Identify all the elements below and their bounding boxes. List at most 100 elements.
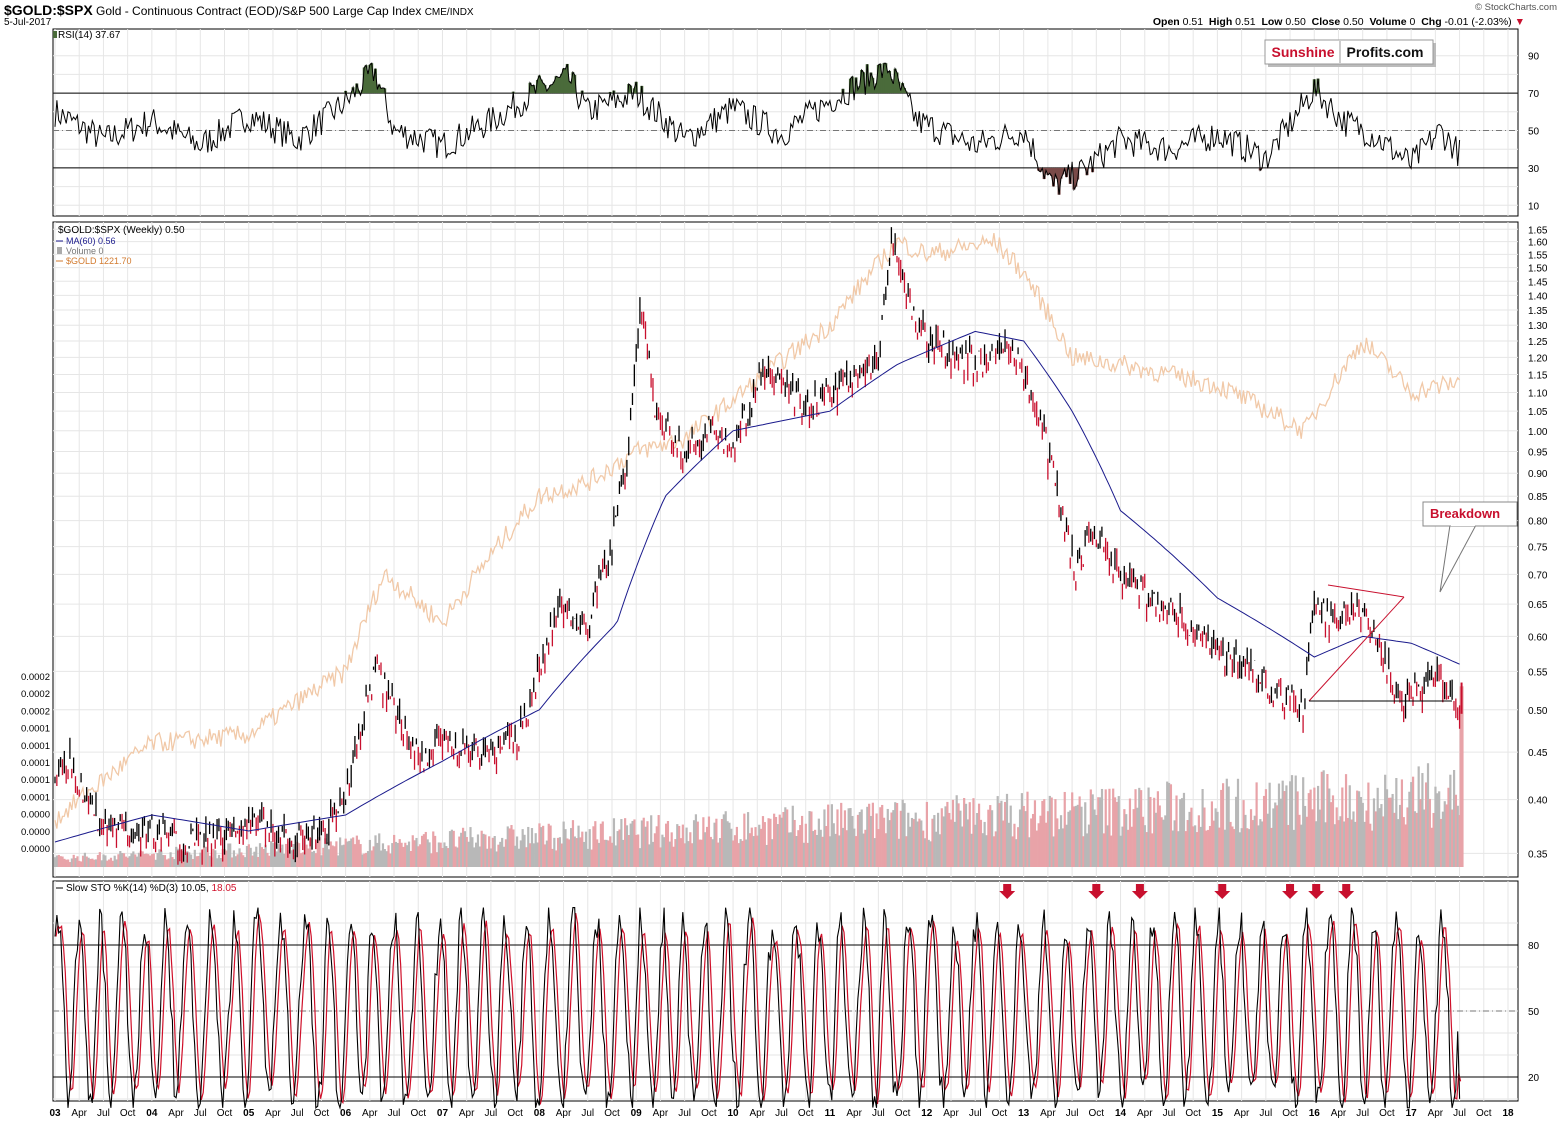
volume-bar bbox=[866, 806, 869, 867]
rsi-legend-swatch bbox=[53, 31, 57, 38]
sto-legend-d: 18.05 bbox=[211, 883, 236, 894]
volume-bar bbox=[1393, 812, 1396, 867]
x-tick-label: Oct bbox=[410, 1108, 426, 1119]
volume-bar bbox=[383, 849, 386, 867]
volume-bar bbox=[1218, 827, 1221, 867]
volume-bar bbox=[98, 852, 101, 867]
volume-bar bbox=[1419, 799, 1422, 867]
volume-bar bbox=[1296, 791, 1299, 867]
volume-bar bbox=[59, 856, 62, 867]
volume-bar bbox=[769, 818, 772, 867]
volume-bar bbox=[1201, 789, 1204, 867]
volume-bar bbox=[1167, 782, 1171, 867]
price-tick-label: 0.45 bbox=[1528, 748, 1548, 759]
rsi-line bbox=[54, 62, 1461, 195]
volume-bar bbox=[413, 840, 416, 867]
x-tick-label: Oct bbox=[507, 1108, 523, 1119]
volume-bar bbox=[855, 836, 858, 867]
x-tick-label: 08 bbox=[534, 1108, 546, 1119]
volume-bar bbox=[685, 827, 688, 867]
volume-bar bbox=[428, 842, 431, 867]
volume-bar bbox=[497, 844, 500, 867]
price-legend: $GOLD:$SPX (Weekly) 0.50 MA(60) 0.56 Vol… bbox=[56, 225, 185, 266]
volume-bar bbox=[152, 853, 155, 867]
volume-bar bbox=[1434, 786, 1437, 867]
volume-bar bbox=[715, 818, 718, 867]
x-tick-label: Apr bbox=[168, 1108, 184, 1119]
x-tick-label: Apr bbox=[1234, 1108, 1250, 1119]
volume-bar bbox=[590, 849, 593, 867]
volume-bar bbox=[163, 855, 167, 867]
volume-bar bbox=[678, 825, 681, 867]
volume-bar bbox=[1344, 774, 1348, 867]
volume-bar bbox=[1426, 763, 1430, 867]
volume-bar bbox=[899, 810, 902, 867]
price-tick-label: 0.55 bbox=[1528, 667, 1548, 678]
volume-bar bbox=[776, 824, 779, 867]
volume-bar bbox=[359, 844, 362, 867]
volume-bar bbox=[754, 827, 757, 867]
volume-bar bbox=[547, 823, 550, 867]
symbol-label: $GOLD:$SPX bbox=[4, 2, 93, 18]
volume-bar bbox=[901, 799, 904, 867]
volume-bar bbox=[1149, 796, 1152, 867]
volume-bar bbox=[838, 835, 841, 867]
volume-bar bbox=[761, 816, 765, 867]
volume-bar bbox=[1248, 829, 1251, 867]
volume-bar bbox=[1192, 826, 1195, 867]
volume-bar bbox=[72, 854, 75, 867]
volume-bar bbox=[1166, 781, 1169, 867]
volume-bar bbox=[571, 820, 575, 867]
price-tick-label: 1.10 bbox=[1528, 388, 1548, 399]
volume-bar bbox=[223, 849, 226, 867]
volume-bar bbox=[448, 831, 452, 867]
volume-bar bbox=[1249, 809, 1253, 867]
price-tick-label: 0.95 bbox=[1528, 447, 1548, 458]
volume-bar bbox=[925, 801, 928, 867]
volume-bar bbox=[1313, 787, 1316, 867]
volume-bar bbox=[1011, 836, 1014, 867]
volume-bar bbox=[882, 817, 886, 867]
volume-tick-label: 0.0001 bbox=[21, 792, 50, 803]
volume-bar bbox=[832, 823, 835, 867]
volume-bar bbox=[1369, 823, 1372, 867]
volume-bar bbox=[450, 829, 453, 867]
price-tick-label: 0.75 bbox=[1528, 543, 1548, 554]
volume-bar bbox=[143, 854, 146, 867]
volume-bar bbox=[1400, 779, 1404, 867]
x-tick-label: Apr bbox=[943, 1108, 959, 1119]
volume-bar bbox=[1190, 807, 1193, 867]
volume-bar bbox=[666, 820, 670, 867]
volume-bar bbox=[1039, 815, 1042, 867]
volume-bar bbox=[417, 846, 420, 867]
volume-bar bbox=[482, 833, 485, 867]
volume-bar bbox=[631, 820, 634, 867]
volume-bar bbox=[558, 837, 562, 867]
red-arrow-icon bbox=[999, 884, 1016, 899]
volume-bar bbox=[1341, 787, 1344, 867]
volume-bar bbox=[748, 833, 752, 867]
volume-bar bbox=[1432, 812, 1435, 867]
red-arrow-icon bbox=[1214, 884, 1231, 899]
volume-bar bbox=[400, 842, 403, 867]
volume-bar bbox=[1175, 795, 1178, 867]
x-tick-label: Jul bbox=[872, 1108, 885, 1119]
volume-bar bbox=[1158, 805, 1161, 867]
x-tick-label: Apr bbox=[556, 1108, 572, 1119]
price-tick-label: 0.90 bbox=[1528, 469, 1548, 480]
volume-bar bbox=[197, 856, 200, 867]
volume-bar bbox=[549, 825, 552, 867]
volume-bar bbox=[245, 846, 249, 867]
volume-bar bbox=[219, 858, 222, 867]
volume-bar bbox=[1372, 798, 1376, 867]
volume-bar bbox=[1186, 820, 1189, 867]
volume-bar bbox=[1084, 802, 1087, 867]
volume-bar bbox=[964, 803, 968, 867]
volume-bar bbox=[430, 853, 433, 867]
volume-bar bbox=[888, 820, 891, 867]
volume-bar bbox=[836, 809, 839, 867]
volume-bar bbox=[1371, 830, 1374, 867]
volume-bar bbox=[87, 857, 90, 867]
volume-bar bbox=[132, 851, 135, 867]
volume-bar bbox=[657, 815, 660, 867]
